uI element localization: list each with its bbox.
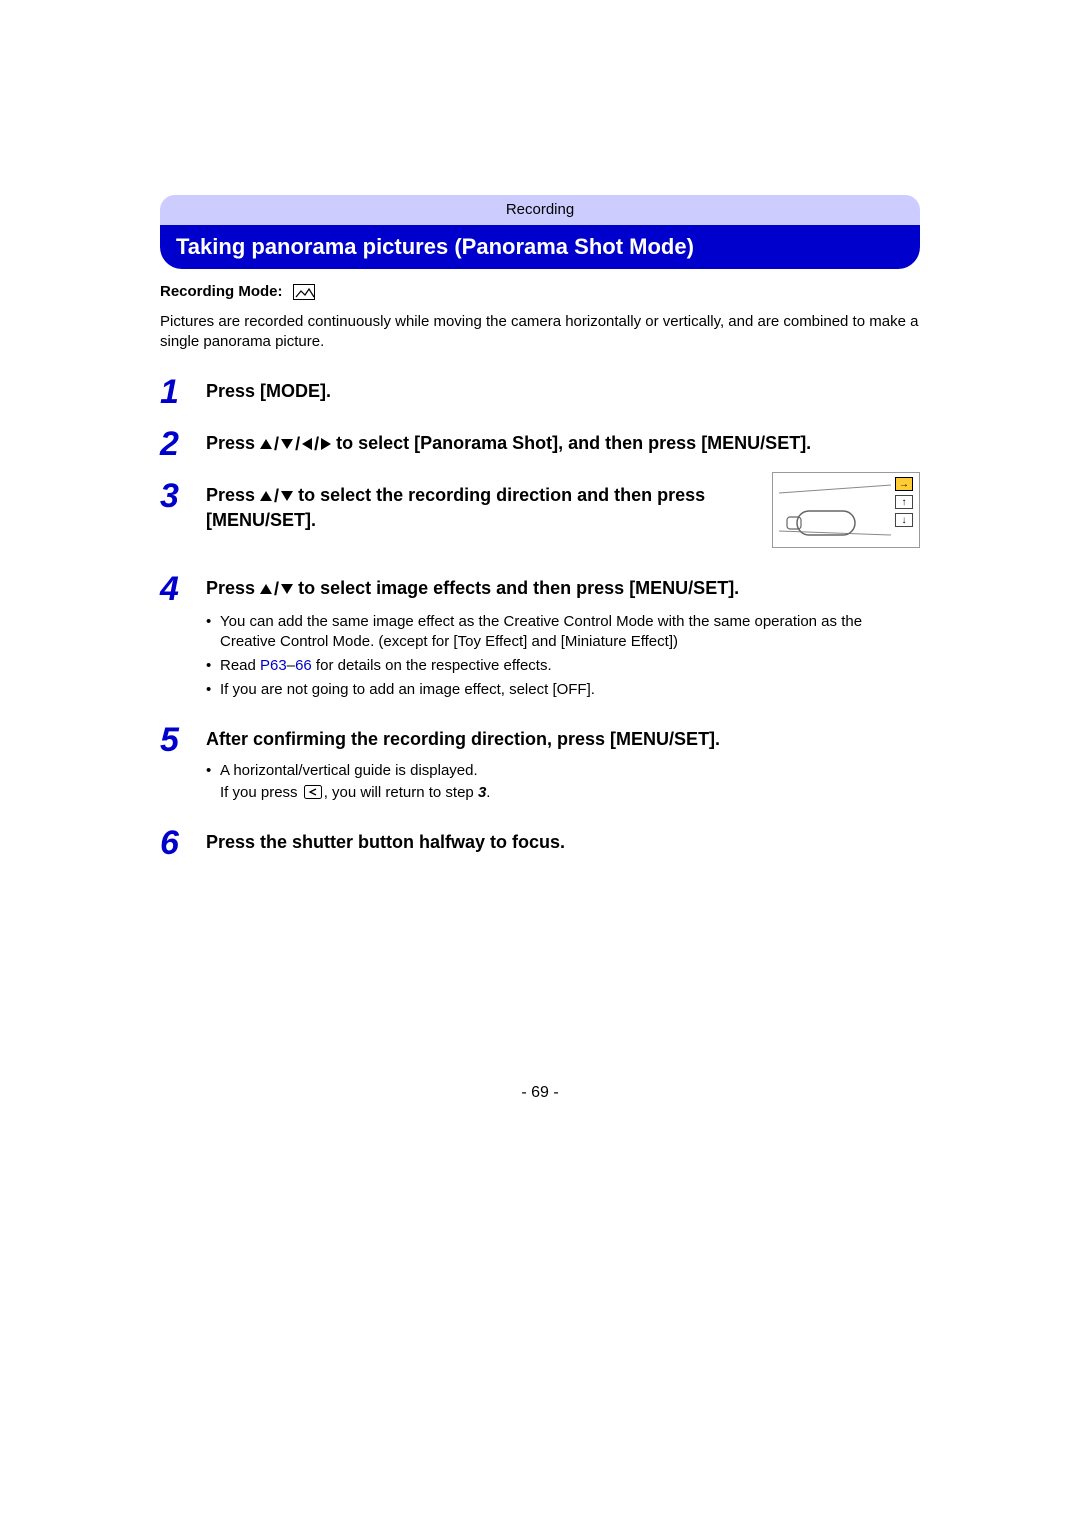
step-text: Press the shutter button halfway to focu…	[206, 826, 920, 854]
direction-option-up: ↑	[895, 495, 913, 509]
step-text: Press / to select the recording directio…	[206, 479, 750, 533]
direction-diagram: → ↑ ↓	[772, 472, 920, 548]
step5-main: After confirming the recording direction…	[206, 729, 720, 749]
step4-bullet-2: Read P63–66 for details on the respectiv…	[220, 656, 552, 676]
arrow-down-icon	[281, 439, 293, 449]
step4-bullet-1: You can add the same image effect as the…	[220, 612, 920, 653]
intro-paragraph: Pictures are recorded continuously while…	[160, 312, 920, 353]
step-suffix: to select [Panorama Shot], and then pres…	[336, 433, 811, 453]
title-text: Taking panorama pictures (Panorama Shot …	[176, 234, 694, 260]
step-2: 2 Press / / / to select [Panorama Shot],…	[160, 427, 920, 461]
arrow-up-icon	[260, 584, 272, 594]
steps-list: 1 Press [MODE]. 2 Press / / / to select …	[160, 375, 920, 861]
arrow-left-icon	[302, 438, 312, 450]
step-number: 3	[160, 479, 206, 513]
recording-mode-row: Recording Mode:	[160, 283, 920, 300]
arrow-up-icon	[260, 439, 272, 449]
step5-note: A horizontal/vertical guide is displayed…	[220, 761, 490, 804]
step-number: 4	[160, 572, 206, 606]
dpad-icon: / / /	[260, 432, 331, 456]
dash: –	[287, 657, 295, 674]
recording-mode-label: Recording Mode:	[160, 283, 283, 300]
step-prefix: Press	[206, 578, 260, 598]
arrow-right-icon	[321, 438, 331, 450]
step-number: 5	[160, 723, 206, 757]
step-text: Press [MODE].	[206, 375, 920, 403]
read-prefix: Read	[220, 657, 260, 674]
section-tab: Recording	[160, 195, 920, 225]
step-text: Press / to select image effects and then…	[206, 572, 920, 704]
press-suffix: , you will return to step	[324, 784, 478, 801]
step-5-notes: • A horizontal/vertical guide is display…	[206, 761, 920, 804]
period: .	[486, 784, 490, 801]
step-prefix: Press	[206, 433, 260, 453]
step-text: After confirming the recording direction…	[206, 723, 920, 808]
step-1: 1 Press [MODE].	[160, 375, 920, 409]
step-6: 6 Press the shutter button halfway to fo…	[160, 826, 920, 860]
step-number: 2	[160, 427, 206, 461]
panorama-mode-icon	[293, 284, 315, 300]
step-4-notes: •You can add the same image effect as th…	[206, 612, 920, 701]
direction-arrow-column: → ↑ ↓	[895, 477, 915, 527]
title-bar: Taking panorama pictures (Panorama Shot …	[160, 225, 920, 269]
back-button-icon	[302, 781, 324, 804]
direction-option-down: ↓	[895, 513, 913, 527]
step-text: Press / / / to select [Panorama Shot], a…	[206, 427, 920, 456]
page-link[interactable]: 66	[295, 657, 312, 674]
step-4: 4 Press / to select image effects and th…	[160, 572, 920, 704]
page-link[interactable]: P63	[260, 657, 287, 674]
arrow-up-icon	[260, 491, 272, 501]
page-number: - 69 -	[0, 1084, 1080, 1102]
press-prefix: If you press	[220, 784, 302, 801]
camera-sketch-icon	[779, 483, 891, 539]
step4-bullet-3: If you are not going to add an image eff…	[220, 680, 595, 700]
step-suffix: to select image effects and then press […	[298, 578, 739, 598]
step-5: 5 After confirming the recording directi…	[160, 723, 920, 808]
step-number: 6	[160, 826, 206, 860]
dpad-icon: /	[260, 577, 293, 601]
direction-option-right: →	[895, 477, 913, 491]
step5-bullet: A horizontal/vertical guide is displayed…	[220, 762, 478, 779]
dpad-icon: /	[260, 484, 293, 508]
arrow-down-icon	[281, 584, 293, 594]
arrow-down-icon	[281, 491, 293, 501]
read-suffix: for details on the respective effects.	[312, 657, 552, 674]
step-number: 1	[160, 375, 206, 409]
page: Recording Taking panorama pictures (Pano…	[0, 0, 1080, 1526]
step-prefix: Press	[206, 485, 260, 505]
